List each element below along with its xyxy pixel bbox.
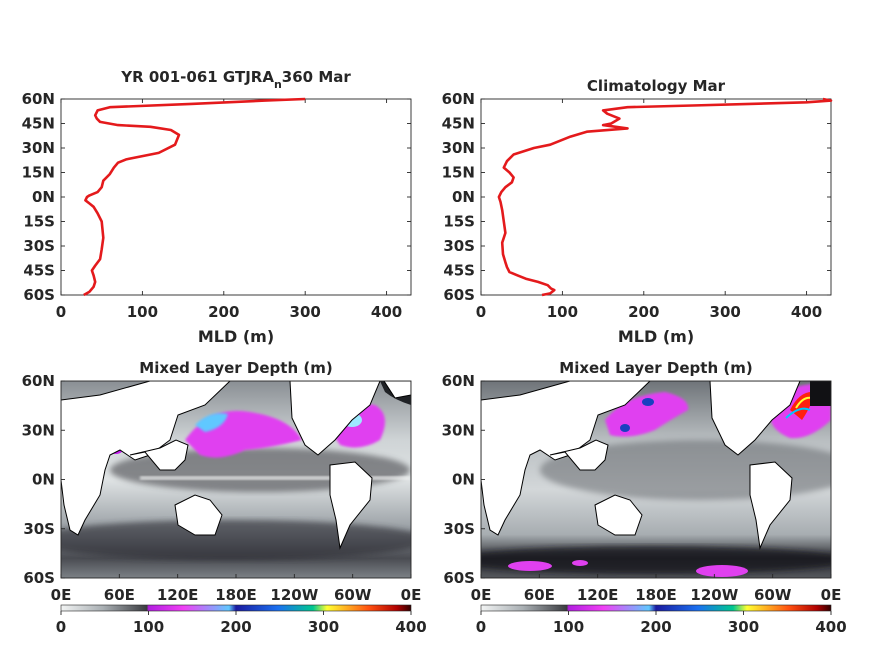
- map-xtick-label: 0E: [821, 586, 842, 604]
- ytick-label: 45S: [443, 262, 475, 280]
- panel4-land: [481, 381, 801, 550]
- map-ytick-label: 60S: [23, 569, 55, 587]
- colorbar-tick-label: 200: [640, 618, 671, 636]
- map-xtick-label: 0E: [401, 586, 422, 604]
- ytick-label: 15N: [22, 164, 55, 182]
- ytick-label: 0N: [32, 188, 55, 206]
- panel1-axes: [60, 98, 412, 296]
- colorbar-tick-label: 0: [56, 618, 66, 636]
- ytick-label: 15S: [23, 213, 55, 231]
- map-xtick-label: 180E: [215, 586, 257, 604]
- xtick-label: 100: [127, 303, 158, 321]
- xtick-label: 400: [371, 303, 402, 321]
- ytick-label: 30N: [442, 139, 475, 157]
- ytick-label: 30N: [22, 139, 55, 157]
- map-xtick-label: 60W: [334, 586, 372, 604]
- map-xtick-label: 180E: [635, 586, 677, 604]
- map-xtick-label: 120W: [690, 586, 738, 604]
- map-ytick-label: 60N: [22, 372, 55, 390]
- xtick-label: 200: [628, 303, 659, 321]
- map-panel-model: Mixed Layer Depth (m): [22, 359, 427, 636]
- panel1-title-subscript: n: [274, 78, 282, 91]
- profile-panel-model: YR 001-061 GTJRAn360 Mar 60N 45N 30N 15N 0N 1…: [22, 68, 412, 346]
- ytick-label: 15N: [442, 164, 475, 182]
- map-xtick-label: 120W: [270, 586, 318, 604]
- map-ytick-label: 0N: [32, 471, 55, 489]
- colorbar-tick-label: 300: [728, 618, 759, 636]
- colorbar-tick-label: 400: [815, 618, 846, 636]
- xtick-label: 0: [56, 303, 66, 321]
- ytick-label: 0N: [452, 188, 475, 206]
- ytick-label: 30S: [443, 237, 475, 255]
- profile-panel-climatology: Climatology Mar 60N 45N 30N 15N 0N 15S 30S 45S 6…: [442, 77, 833, 346]
- colorbar-tick-label: 100: [553, 618, 584, 636]
- ytick-label: 60N: [442, 90, 475, 108]
- map-ytick-label: 30N: [442, 421, 475, 439]
- colorbar-tick-label: 300: [308, 618, 339, 636]
- ytick-label: 60S: [443, 286, 475, 304]
- xtick-label: 0: [476, 303, 486, 321]
- xtick-label: 200: [208, 303, 239, 321]
- panel4-title: Mixed Layer Depth (m): [559, 359, 752, 377]
- ytick-label: 60N: [22, 90, 55, 108]
- map-ytick-label: 30S: [443, 520, 475, 538]
- panel1-mld-profile-line: [83, 97, 306, 297]
- panel3-colorbar: 0 100 200 300 400: [56, 604, 427, 636]
- xtick-label: 300: [290, 303, 321, 321]
- map-panel-climatology: Mixed Layer Depth (m): [442, 359, 847, 636]
- ytick-label: 45N: [22, 115, 55, 133]
- map-ytick-label: 60S: [443, 569, 475, 587]
- colorbar-tick-label: 200: [220, 618, 251, 636]
- ytick-label: 15S: [443, 213, 475, 231]
- ytick-label: 45N: [442, 115, 475, 133]
- panel2-xlabel: MLD (m): [618, 327, 694, 346]
- map-ytick-label: 30S: [23, 520, 55, 538]
- panel1-title: YR 001-061 GTJRAn360 Mar: [120, 68, 351, 91]
- panel2-axes: [480, 98, 832, 296]
- xtick-label: 300: [710, 303, 741, 321]
- panel4-colorbar: 0 100 200 300 400: [476, 604, 847, 636]
- xtick-label: 400: [791, 303, 822, 321]
- panel2-mld-profile-line: [497, 97, 833, 297]
- map-xtick-label: 60W: [754, 586, 792, 604]
- panel1-xlabel: MLD (m): [198, 327, 274, 346]
- colorbar-tick-label: 100: [133, 618, 164, 636]
- panel3-land: [61, 381, 411, 550]
- ytick-label: 60S: [23, 286, 55, 304]
- map-ytick-label: 60N: [442, 372, 475, 390]
- panel3-title: Mixed Layer Depth (m): [139, 359, 332, 377]
- map-ytick-label: 30N: [22, 421, 55, 439]
- map-xtick-label: 60E: [524, 586, 555, 604]
- colorbar-tick-label: 0: [476, 618, 486, 636]
- map-ytick-label: 0N: [452, 471, 475, 489]
- colorbar-tick-label: 400: [395, 618, 426, 636]
- panel2-title: Climatology Mar: [587, 77, 726, 95]
- map-xtick-label: 0E: [51, 586, 72, 604]
- map-xtick-label: 0E: [471, 586, 492, 604]
- map-xtick-label: 60E: [104, 586, 135, 604]
- map-xtick-label: 120E: [577, 586, 619, 604]
- ytick-label: 45S: [23, 262, 55, 280]
- xtick-label: 100: [547, 303, 578, 321]
- map-xtick-label: 120E: [157, 586, 199, 604]
- ytick-label: 30S: [23, 237, 55, 255]
